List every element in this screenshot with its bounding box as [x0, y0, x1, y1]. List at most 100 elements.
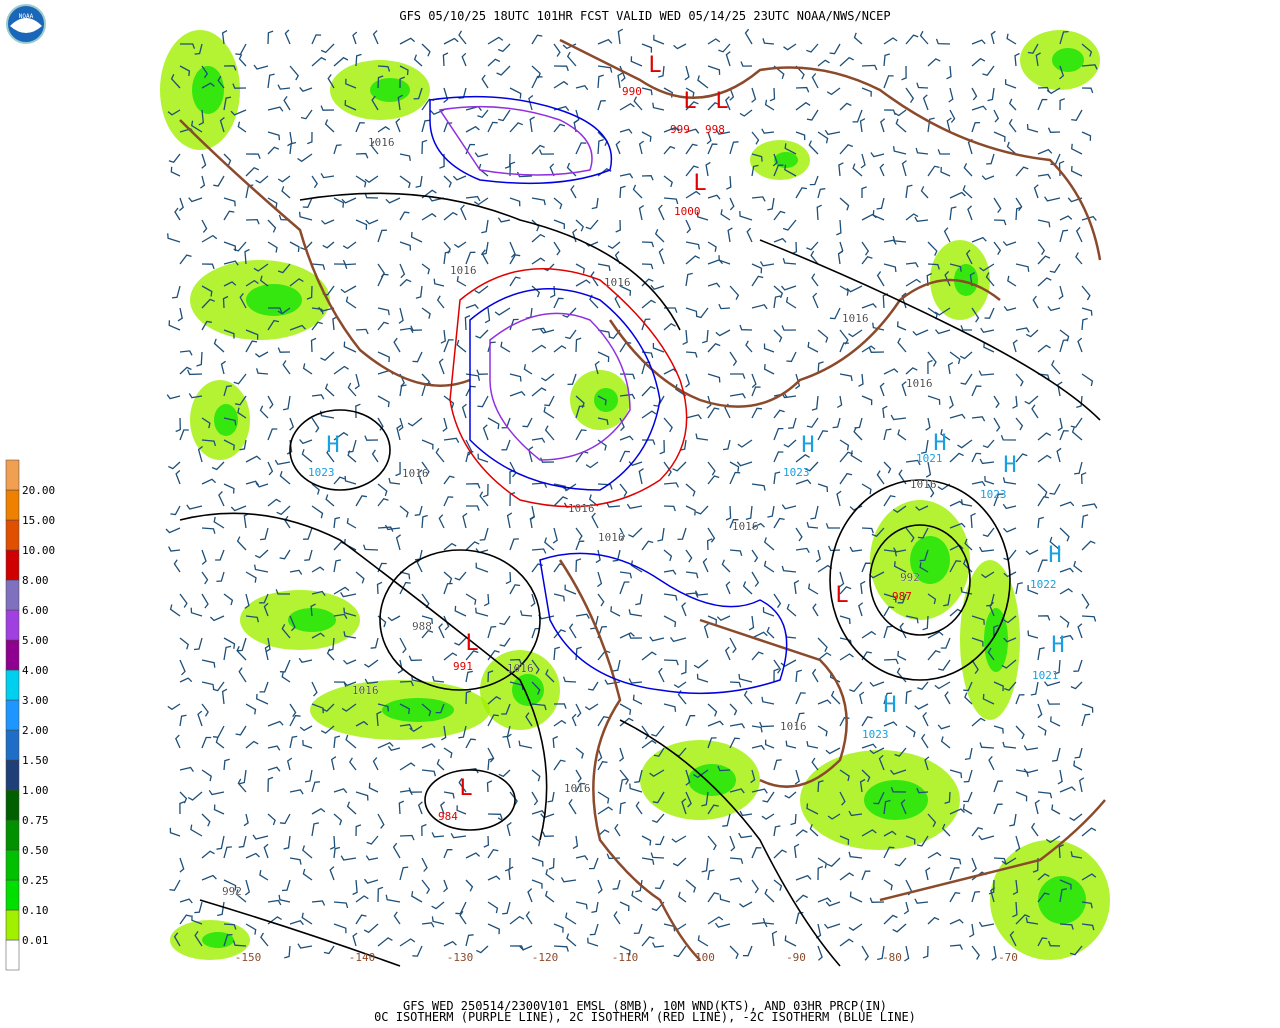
wind-barb: [1059, 98, 1066, 111]
wind-barb: [751, 87, 757, 103]
wind-barb: [927, 395, 941, 405]
wind-barb: [773, 451, 784, 463]
wind-barb: [298, 211, 313, 221]
wind-barb: [707, 869, 715, 881]
wind-barb: [377, 813, 385, 829]
wind-barb: [861, 186, 867, 198]
wind-barb: [940, 166, 951, 177]
wind-barb: [165, 527, 181, 534]
wind-barb: [267, 73, 275, 89]
wind-barb: [364, 659, 379, 668]
wind-barb: [590, 271, 599, 287]
wind-barb: [368, 782, 379, 793]
wind-barb: [707, 835, 717, 851]
wind-barb: [618, 747, 625, 762]
wind-barb: [531, 627, 541, 639]
wind-barb: [685, 143, 698, 155]
wind-barb: [663, 417, 673, 433]
wind-barb: [482, 483, 489, 498]
wind-barb: [230, 109, 247, 116]
wind-barb: [663, 569, 677, 575]
wind-barb: [606, 853, 621, 860]
wind-barb: [483, 593, 490, 607]
wind-barb: [759, 721, 775, 728]
wind-barb: [531, 219, 540, 232]
wind-barb: [839, 342, 849, 353]
wind-barb: [479, 491, 489, 507]
wind-barb: [729, 737, 740, 749]
wind-barb: [817, 779, 824, 793]
wind-barb: [475, 607, 489, 617]
wind-barb: [267, 745, 281, 751]
wind-barb: [781, 285, 797, 291]
wind-barb: [993, 109, 1000, 123]
wind-barb: [1009, 813, 1017, 827]
wind-barb: [860, 153, 866, 169]
wind-barb: [481, 74, 489, 89]
wind-barb: [267, 461, 274, 476]
wind-barb: [771, 930, 778, 947]
wind-barb: [289, 241, 300, 252]
wind-barb: [481, 219, 489, 234]
wind-barb: [1047, 127, 1061, 133]
wind-barb: [1037, 483, 1048, 498]
wind-barb: [663, 703, 677, 712]
wind-barb: [883, 846, 895, 859]
wind-barb: [1081, 593, 1090, 609]
wind-barb: [927, 165, 940, 177]
wind-barb: [399, 37, 416, 45]
wind-barb: [289, 141, 297, 155]
wind-barb: [839, 197, 850, 211]
wind-barb: [839, 938, 854, 947]
wind-barb: [458, 725, 467, 739]
wind-barb: [450, 832, 467, 839]
wind-barb: [465, 852, 481, 859]
wind-barb: [487, 923, 500, 935]
wind-barb: [949, 413, 966, 419]
wind-barb: [553, 646, 560, 661]
legend-swatch: [5, 609, 20, 641]
wind-barb: [399, 581, 411, 595]
wind-barb: [553, 197, 563, 210]
wind-barb: [738, 832, 753, 839]
legend-swatch: [5, 669, 20, 701]
precip-area: [774, 152, 798, 168]
wind-barb: [487, 901, 499, 914]
wind-barb: [795, 894, 808, 903]
wind-barb: [920, 186, 929, 199]
wind-barb: [171, 285, 181, 299]
wind-barb: [543, 406, 555, 419]
wind-barb: [707, 65, 721, 75]
wind-barb: [839, 102, 852, 111]
wind-barb: [1008, 98, 1017, 111]
wind-barb: [804, 461, 819, 472]
wind-barb: [773, 409, 785, 419]
wind-barb: [506, 733, 512, 749]
wind-barb: [410, 325, 423, 331]
wind-barb: [500, 341, 511, 353]
wind-barb: [619, 173, 634, 179]
wind-barb: [385, 894, 401, 903]
wind-barb: [993, 131, 1006, 142]
wind-barb: [508, 866, 514, 881]
wind-barb: [748, 615, 755, 631]
wind-barb: [948, 87, 954, 103]
wind-barb: [702, 557, 709, 573]
wind-barb: [223, 260, 239, 266]
wind-barb: [729, 197, 735, 211]
wind-barb: [1081, 901, 1093, 909]
wind-barb: [1037, 516, 1044, 529]
wind-barb: [949, 944, 963, 950]
wind-barb: [949, 808, 965, 815]
wind-barb: [213, 338, 225, 353]
longitude-label: -110: [612, 951, 639, 964]
wind-barb: [916, 787, 929, 794]
pressure-center-letter: L: [683, 89, 696, 114]
wind-barb: [575, 558, 582, 573]
wind-barb: [1012, 395, 1018, 409]
wind-barb: [739, 109, 753, 117]
wind-barb: [302, 739, 313, 749]
precip-area: [192, 66, 224, 114]
wind-barb: [279, 813, 291, 825]
wind-barb: [454, 637, 467, 646]
